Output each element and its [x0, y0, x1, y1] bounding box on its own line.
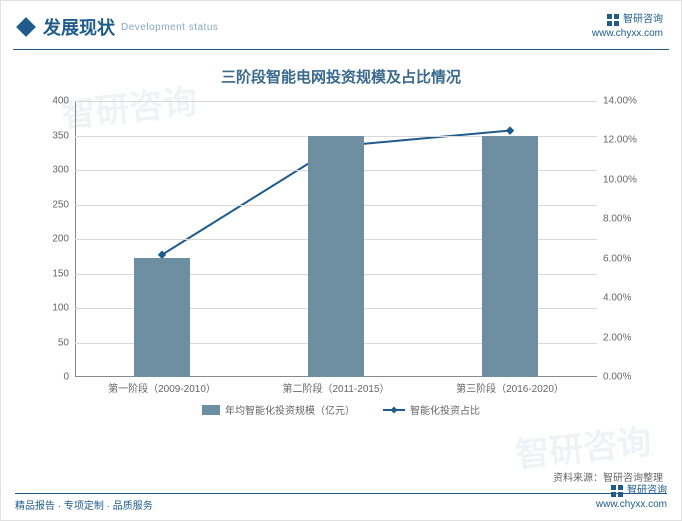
y-left-tick: 350: [52, 130, 69, 141]
y-right-tick: 2.00%: [603, 332, 631, 343]
header-brand: 智研咨询 www.chyxx.com: [592, 13, 663, 41]
bar: [134, 258, 190, 377]
footer-brand-name: 智研咨询: [627, 484, 667, 498]
y-right-tick: 6.00%: [603, 253, 631, 264]
y-right-tick: 0.00%: [603, 372, 631, 383]
footer-brand: 智研咨询 www.chyxx.com: [596, 484, 667, 512]
gridline: [75, 101, 597, 102]
footer-brand-url: www.chyxx.com: [596, 498, 667, 512]
y-left-tick: 400: [52, 96, 69, 107]
brand-icon: [611, 485, 623, 497]
legend-bar: 年均智能化投资规模（亿元）: [202, 402, 355, 417]
header-divider: [13, 49, 669, 50]
brand-name: 智研咨询: [623, 13, 663, 27]
data-credit: 资料来源：智研咨询整理: [553, 469, 663, 484]
y-left-tick: 200: [52, 234, 69, 245]
y-left-tick: 100: [52, 303, 69, 314]
y-right-tick: 12.00%: [603, 135, 637, 146]
plot-area: 第一阶段（2009-2010）第二阶段（2011-2015）第三阶段（2016-…: [75, 101, 597, 377]
y-left-tick: 250: [52, 199, 69, 210]
bar: [308, 136, 364, 378]
watermark: 智研咨询: [513, 414, 653, 477]
y-axis-right: 0.00%2.00%4.00%6.00%8.00%10.00%12.00%14.…: [599, 101, 649, 377]
x-label: 第二阶段（2011-2015）: [282, 380, 389, 395]
x-label: 第一阶段（2009-2010）: [108, 380, 216, 395]
y-left-tick: 0: [63, 372, 69, 383]
legend-bar-label: 年均智能化投资规模（亿元）: [225, 402, 355, 417]
report-card: 发展现状 Development status 智研咨询 www.chyxx.c…: [0, 0, 682, 521]
legend-line-label: 智能化投资占比: [410, 402, 480, 417]
y-right-tick: 14.00%: [603, 96, 637, 107]
legend-bar-swatch: [202, 405, 220, 415]
x-label: 第三阶段（2016-2020）: [456, 380, 564, 395]
bar: [482, 136, 538, 378]
y-right-tick: 10.00%: [603, 174, 637, 185]
header-left: 发展现状 Development status: [19, 14, 218, 40]
chart-title: 三阶段智能电网投资规模及占比情况: [1, 66, 681, 87]
footer-left: 精品报告 · 专项定制 · 品质服务: [15, 497, 153, 512]
legend-line: 智能化投资占比: [383, 402, 480, 417]
y-right-tick: 4.00%: [603, 293, 631, 304]
y-left-tick: 50: [58, 337, 69, 348]
brand-icon: [607, 14, 619, 26]
y-axis-left: 050100150200250300350400: [33, 101, 73, 377]
y-left-tick: 300: [52, 165, 69, 176]
y-left-tick: 150: [52, 268, 69, 279]
footer: 精品报告 · 专项定制 · 品质服务 智研咨询 www.chyxx.com: [15, 484, 667, 512]
brand-url: www.chyxx.com: [592, 27, 663, 41]
y-right-tick: 8.00%: [603, 214, 631, 225]
header: 发展现状 Development status 智研咨询 www.chyxx.c…: [1, 1, 681, 49]
header-subtitle: Development status: [121, 22, 218, 33]
diamond-icon: [16, 17, 36, 37]
legend-line-swatch: [383, 409, 405, 411]
legend: 年均智能化投资规模（亿元） 智能化投资占比: [33, 402, 649, 417]
header-title: 发展现状: [43, 14, 115, 40]
chart-area: 0 50 100 150 200 250 300 350 400 0.00% 2.00% 4.00%…: [33, 91, 649, 421]
